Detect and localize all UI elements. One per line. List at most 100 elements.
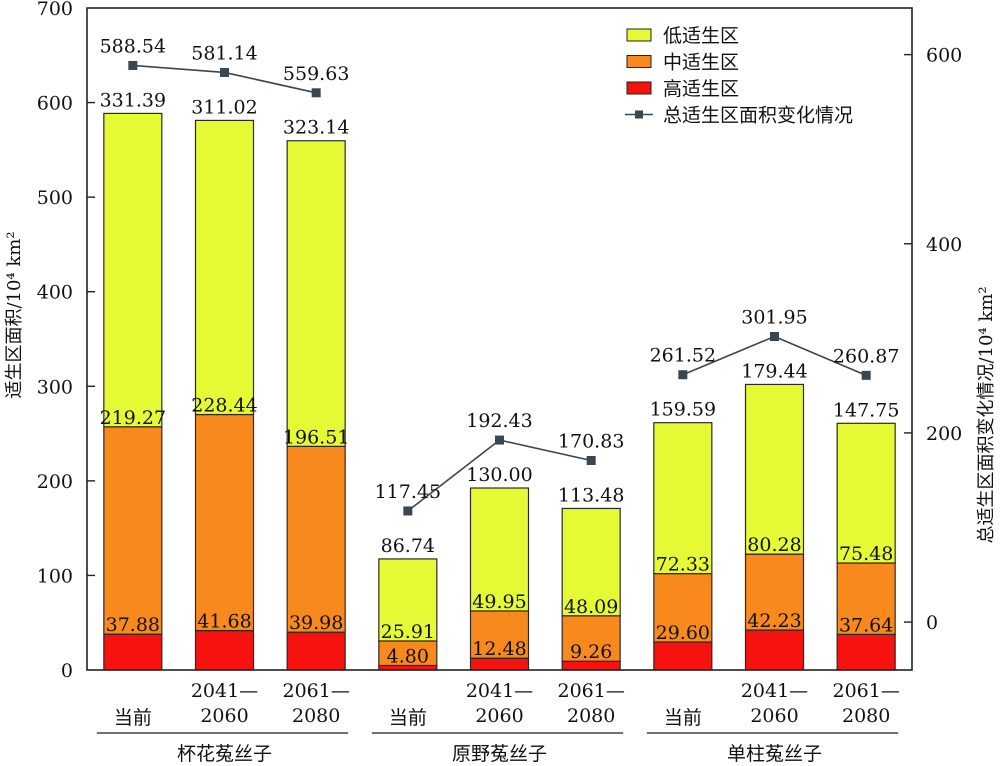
data-label-low: 147.75	[833, 399, 899, 421]
legend-label: 总适生区面积变化情况	[663, 105, 853, 127]
data-label-low: 159.59	[650, 399, 716, 421]
left-axis-title: 适生区面积/10⁴ km²	[4, 231, 25, 398]
bar-segment-low	[103, 112, 163, 428]
data-label-high: 41.68	[197, 611, 251, 633]
category-label-line2: 2080	[842, 705, 890, 727]
right-axis-title: 总适生区面积变化情况/10⁴ km²	[976, 286, 997, 543]
category-label-line1: 2061—	[832, 680, 899, 702]
data-label-high: 37.64	[839, 614, 893, 636]
data-label-total: 170.83	[558, 430, 624, 452]
total-line-marker	[770, 331, 779, 341]
data-label-low: 311.02	[191, 96, 257, 118]
category-label-line2: 2060	[200, 705, 248, 727]
bar-segment-mid	[469, 610, 530, 659]
group-label: 原野菟丝子	[452, 743, 547, 765]
bar-segment-low	[561, 507, 621, 617]
data-label-low: 113.48	[558, 484, 624, 506]
data-label-mid: 75.48	[839, 543, 893, 565]
bar-segment-high	[286, 631, 346, 671]
left-tick-label: 500	[37, 187, 73, 209]
total-line-marker	[220, 67, 229, 77]
data-label-mid: 72.33	[656, 554, 710, 576]
data-label-mid: 80.28	[747, 534, 801, 556]
left-tick-label: 700	[37, 0, 73, 20]
legend-label: 中适生区	[663, 52, 739, 74]
data-label-mid: 25.91	[381, 621, 435, 643]
right-tick-label: 400	[926, 234, 962, 256]
bar-segment-mid	[286, 445, 346, 633]
data-label-total: 260.87	[833, 345, 899, 367]
bar-segment-mid	[744, 553, 805, 631]
data-label-low: 331.39	[100, 89, 166, 111]
category-label-line2: 2080	[567, 705, 615, 727]
category-label-line1: 2061—	[557, 680, 624, 702]
group-label: 杯花菟丝子	[177, 743, 272, 765]
bar-segment-mid	[103, 426, 163, 635]
legend-label: 高适生区	[663, 78, 739, 100]
data-label-high: 39.98	[289, 612, 343, 634]
bar-segment-mid	[653, 573, 713, 643]
bars-layer	[103, 112, 896, 671]
category-label-line2: 2060	[475, 705, 523, 727]
total-line-marker	[678, 370, 688, 380]
category-label-line1: 2041—	[741, 680, 808, 702]
data-label-high: 9.26	[570, 641, 612, 663]
total-line-marker	[586, 455, 596, 465]
total-line-marker	[403, 506, 413, 516]
data-label-mid: 196.51	[283, 426, 349, 448]
left-tick-label: 100	[37, 565, 73, 587]
bar-segment-high	[194, 629, 255, 671]
category-label-line1: 2061—	[282, 680, 349, 702]
total-line-marker	[861, 370, 871, 380]
data-label-high: 37.88	[106, 614, 160, 636]
data-label-low: 86.74	[381, 535, 435, 557]
total-line-marker	[311, 88, 321, 98]
category-label: 当前	[114, 707, 152, 729]
legend-swatch	[626, 55, 652, 68]
data-label-high: 12.48	[472, 638, 526, 660]
bar-segment-high	[653, 641, 713, 671]
left-tick-label: 400	[37, 282, 73, 304]
data-label-total: 117.45	[375, 481, 441, 503]
legend-label: 低适生区	[663, 25, 739, 47]
category-label-line2: 2080	[292, 705, 340, 727]
category-label-line1: 2041—	[191, 680, 258, 702]
data-label-low: 179.44	[741, 360, 807, 382]
left-tick-label: 200	[37, 471, 73, 493]
right-tick-label: 0	[926, 612, 938, 634]
bar-segment-low	[469, 487, 530, 612]
bar-segment-low	[286, 140, 346, 447]
bar-segment-mid	[194, 413, 255, 632]
left-y-axis: 0 100 200 300 400 500 600 700	[37, 0, 95, 682]
data-label-low: 130.00	[466, 464, 532, 486]
x-axis-labels: 当前 2041— 2060 2061— 2080 当前 2041— 2060 2061— 2080…	[96, 680, 900, 765]
total-line-marker	[128, 60, 138, 70]
data-label-total: 261.52	[650, 345, 716, 367]
legend-swatch	[626, 81, 652, 95]
bar-segment-low	[744, 383, 805, 555]
bar-segment-low	[836, 422, 896, 564]
data-label-total: 301.95	[741, 306, 807, 328]
left-tick-label: 0	[61, 660, 73, 682]
right-y-axis: 0 200 400 600	[904, 45, 962, 634]
left-tick-label: 300	[37, 376, 73, 398]
data-label-low: 323.14	[283, 117, 349, 139]
data-label-mid: 219.27	[100, 407, 166, 429]
category-label: 当前	[664, 707, 702, 729]
plot-frame	[86, 7, 913, 671]
data-labels-layer: 37.88 219.27 331.39 41.68 228.44 311.02 39.98 1…	[100, 35, 900, 667]
data-label-total: 588.54	[100, 35, 166, 57]
bar-segment-low	[194, 119, 255, 416]
bar-segment-high	[744, 629, 805, 671]
data-label-high: 29.60	[656, 622, 710, 644]
data-label-high: 42.23	[747, 610, 801, 632]
left-tick-label: 600	[37, 93, 73, 115]
bar-segment-high	[836, 633, 896, 671]
data-label-mid: 228.44	[191, 395, 257, 417]
legend-marker	[635, 110, 643, 119]
bar-segment-mid	[836, 562, 896, 636]
total-line-marker	[495, 435, 504, 445]
bar-segment-low	[378, 558, 438, 642]
